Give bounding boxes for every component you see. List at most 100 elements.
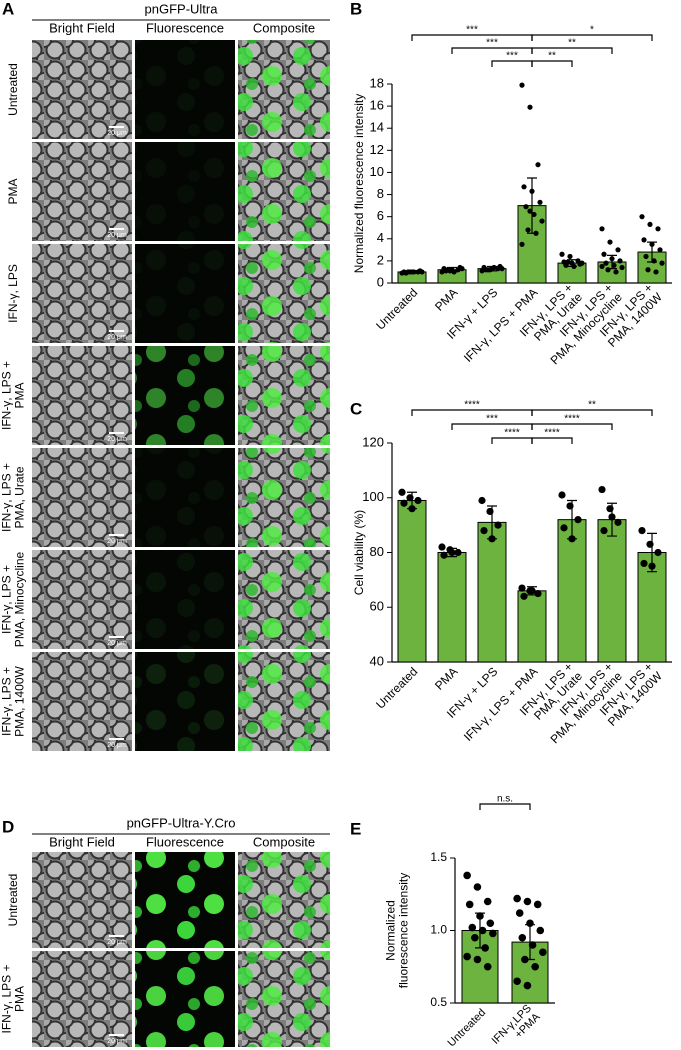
data-point bbox=[525, 227, 531, 233]
data-point bbox=[489, 929, 497, 938]
panel-letter: A bbox=[2, 0, 14, 18]
data-point bbox=[613, 269, 619, 275]
data-point bbox=[605, 267, 611, 273]
data-point bbox=[486, 507, 494, 516]
data-point bbox=[533, 230, 539, 236]
composite-signal bbox=[238, 40, 330, 139]
data-point bbox=[486, 919, 495, 928]
data-point bbox=[521, 955, 529, 964]
significance-label: **** bbox=[464, 400, 480, 411]
y-tick-label: 80 bbox=[370, 544, 384, 559]
data-point bbox=[643, 253, 649, 260]
significance-label: *** bbox=[466, 25, 478, 36]
data-point bbox=[400, 499, 408, 507]
y-tick-label: 14 bbox=[370, 120, 384, 135]
data-point bbox=[533, 900, 542, 909]
bar bbox=[597, 519, 627, 663]
fluorescence-signal bbox=[135, 550, 235, 649]
column-header: Bright Field bbox=[49, 20, 115, 35]
y-tick-label: 16 bbox=[370, 98, 384, 113]
data-point bbox=[535, 162, 541, 168]
data-point bbox=[598, 485, 606, 494]
scale-bar-label: 20 μm bbox=[107, 640, 127, 647]
y-tick-label: 2 bbox=[377, 252, 384, 267]
data-point bbox=[471, 933, 479, 942]
data-point bbox=[405, 269, 411, 275]
significance-bracket bbox=[531, 423, 613, 430]
data-point bbox=[657, 247, 663, 253]
data-point bbox=[619, 264, 625, 271]
bar bbox=[517, 590, 547, 663]
composite-signal bbox=[238, 852, 330, 948]
data-point bbox=[647, 221, 653, 228]
data-point bbox=[440, 551, 448, 559]
x-tick-label: Untreated bbox=[446, 1007, 489, 1050]
data-point bbox=[617, 258, 623, 264]
data-point bbox=[615, 247, 621, 253]
significance-label: ** bbox=[548, 51, 556, 62]
data-point bbox=[408, 505, 416, 513]
y-tick-label: 18 bbox=[370, 75, 384, 90]
x-tick-label: Untreated bbox=[373, 285, 420, 332]
data-point bbox=[519, 82, 525, 88]
data-point bbox=[528, 587, 536, 595]
data-point bbox=[465, 900, 474, 909]
data-point bbox=[527, 208, 533, 214]
data-point bbox=[520, 592, 528, 600]
data-point bbox=[606, 505, 614, 513]
column-header: Fluorescence bbox=[146, 20, 224, 35]
data-point bbox=[473, 883, 482, 891]
data-point bbox=[611, 262, 617, 268]
data-point bbox=[468, 923, 477, 932]
bright-field-image bbox=[32, 852, 132, 948]
scale-bar-label: 20 μm bbox=[107, 130, 127, 137]
panel-title: pnGFP-Ultra-Y.Cro bbox=[127, 815, 236, 830]
data-point bbox=[518, 584, 526, 592]
row-label: Untreated bbox=[6, 63, 20, 116]
panel-title: pnGFP-Ultra bbox=[145, 1, 219, 16]
x-tick-label: PMA bbox=[432, 664, 460, 692]
y-axis-label: Cell viability (%) bbox=[352, 510, 366, 595]
data-point bbox=[601, 251, 607, 257]
bright-field-image bbox=[32, 40, 132, 139]
y-tick-label: 10 bbox=[370, 164, 384, 179]
column-header: Bright Field bbox=[49, 834, 115, 849]
scale-bar-label: 20 μm bbox=[107, 939, 127, 946]
data-point bbox=[565, 259, 571, 265]
data-point bbox=[459, 266, 465, 272]
fluorescence-signal bbox=[135, 346, 235, 445]
scale-bar-label: 20 μm bbox=[107, 232, 127, 239]
composite-signal bbox=[238, 951, 330, 1047]
row-label: IFN-γ, LPS bbox=[6, 264, 20, 323]
row-label: IFN-γ, LPS +PMA, 1400W bbox=[0, 665, 27, 736]
column-header: Composite bbox=[253, 20, 315, 35]
data-point bbox=[655, 226, 661, 232]
data-point bbox=[518, 933, 527, 942]
data-point bbox=[641, 237, 647, 243]
data-point bbox=[406, 494, 414, 502]
y-axis-label: Normalizedfluorescence intensity bbox=[384, 873, 411, 988]
data-point bbox=[488, 535, 496, 543]
significance-bracket bbox=[531, 60, 573, 67]
data-point bbox=[523, 981, 532, 990]
data-point bbox=[614, 518, 622, 526]
row-label: Untreated bbox=[6, 874, 20, 927]
data-point bbox=[638, 527, 646, 535]
data-point bbox=[567, 253, 573, 260]
data-point bbox=[483, 897, 492, 906]
bar bbox=[557, 519, 587, 663]
data-point bbox=[608, 513, 616, 521]
panel-letter: E bbox=[350, 819, 361, 838]
row-label: IFN-γ, LPS +PMA, Urate bbox=[0, 463, 27, 532]
bright-field-image bbox=[32, 448, 132, 547]
x-tick-label: IFN-γ,LPS+PMA bbox=[490, 1002, 543, 1050]
significance-label: ** bbox=[568, 38, 576, 49]
data-point bbox=[481, 944, 489, 952]
x-tick-label: Untreated bbox=[373, 664, 420, 711]
data-point bbox=[640, 559, 648, 568]
data-point bbox=[485, 267, 491, 273]
data-point bbox=[651, 258, 657, 264]
row-label: IFN-γ, LPS +PMA bbox=[0, 964, 27, 1033]
data-point bbox=[568, 535, 576, 543]
